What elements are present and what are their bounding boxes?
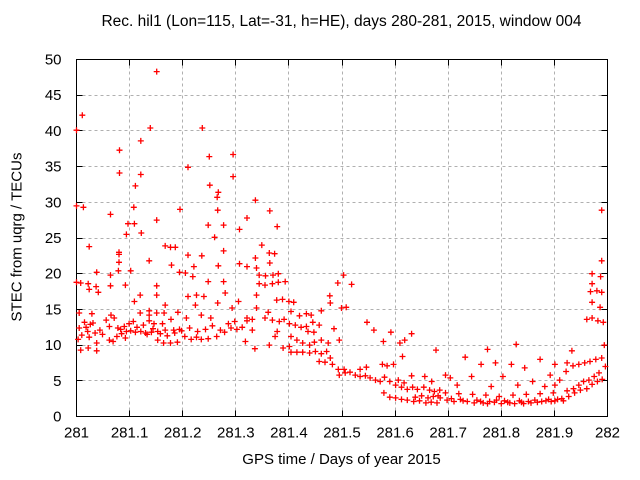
x-axis-title: GPS time / Days of year 2015 [242, 451, 441, 468]
x-tick-label: 281.2 [164, 425, 202, 442]
y-tick-label: 0 [53, 409, 61, 426]
x-tick-label: 281.8 [483, 425, 521, 442]
x-tick-label: 281.6 [376, 425, 414, 442]
y-tick-label: 20 [45, 266, 62, 283]
x-tick-label: 282 [595, 425, 620, 442]
x-tick-label: 281 [64, 425, 89, 442]
y-tick-label: 35 [45, 159, 62, 176]
y-tick-label: 25 [45, 230, 62, 247]
y-tick-label: 50 [45, 52, 62, 69]
x-tick-label: 281.9 [536, 425, 574, 442]
y-tick-label: 15 [45, 301, 62, 318]
x-tick-label: 281.4 [270, 425, 308, 442]
x-tick-label: 281.1 [111, 425, 149, 442]
y-tick-label: 10 [45, 337, 62, 354]
data-points [73, 68, 609, 407]
y-tick-label: 5 [53, 373, 61, 390]
plot-border [76, 59, 608, 417]
x-tick-label: 281.7 [429, 425, 467, 442]
y-tick-label: 40 [45, 123, 62, 140]
grid-lines [76, 59, 608, 417]
x-tick-label: 281.5 [323, 425, 361, 442]
y-tick-label: 45 [45, 87, 62, 104]
chart-title: Rec. hil1 (Lon=115, Lat=-31, h=HE), days… [101, 13, 582, 30]
y-tick-label: 30 [45, 194, 62, 211]
x-tick-label: 281.3 [217, 425, 255, 442]
